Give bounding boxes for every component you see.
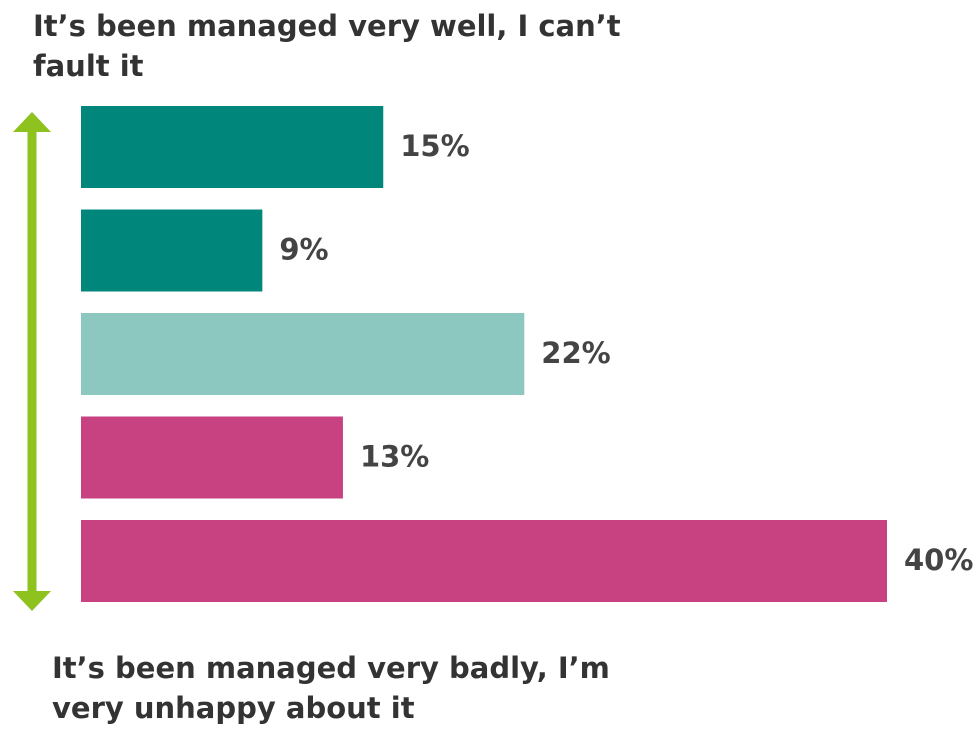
value-label: 15% [400, 129, 469, 163]
value-label: 9% [279, 233, 328, 267]
bottom-annotation: It’s been managed very badly, I’m very u… [52, 651, 610, 725]
value-label: 22% [541, 336, 610, 370]
top-annotation: It’s been managed very well, I can’t fau… [33, 9, 621, 83]
value-label: 40% [904, 543, 973, 577]
arrow-head-down [13, 591, 51, 611]
bar [81, 416, 343, 499]
bar [81, 209, 263, 292]
value-label: 13% [360, 440, 429, 474]
bar [81, 106, 384, 188]
bar [81, 313, 525, 395]
arrow-head-up [13, 112, 51, 132]
scale-arrow [13, 112, 51, 611]
bar [81, 520, 887, 602]
